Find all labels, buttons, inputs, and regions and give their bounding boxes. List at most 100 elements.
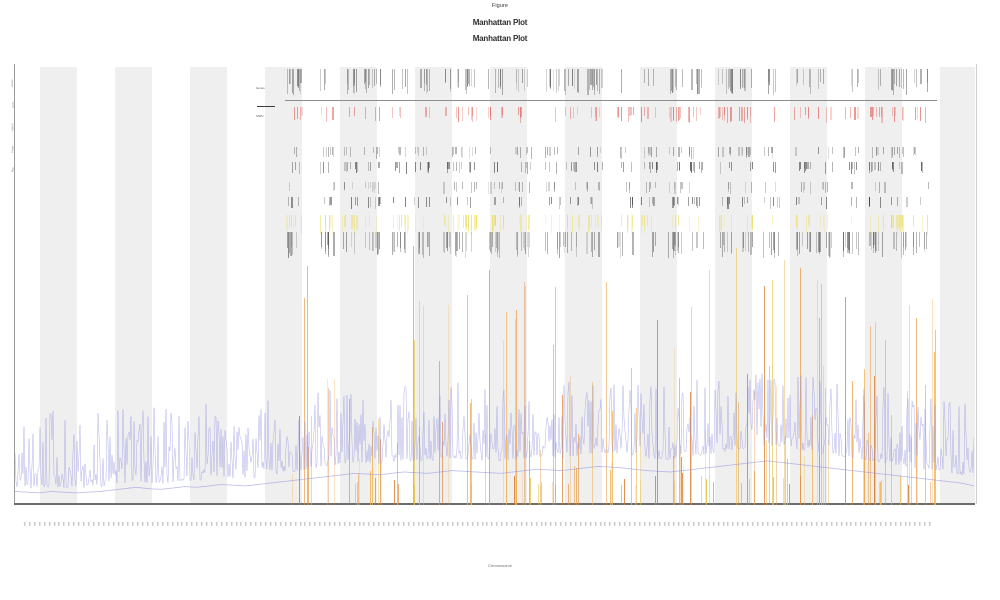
plot-bottom-axis: [14, 503, 975, 505]
annotation-tick: [768, 69, 770, 94]
significance-needle: [737, 402, 739, 505]
significance-needle: [505, 437, 507, 505]
x-tick-label: pos: [908, 522, 912, 526]
annotation-tick: [464, 69, 466, 90]
annotation-tick: [471, 215, 473, 231]
annotation-tick: [405, 197, 407, 207]
x-tick-label: pos: [332, 522, 336, 526]
annotation-tick: [882, 147, 885, 154]
annotation-tick: [353, 232, 355, 255]
annotation-tick: [590, 147, 592, 156]
figure-title: Figure Manhattan Plot Manhattan Plot: [0, 3, 1000, 44]
annotation-tick: [488, 69, 490, 89]
annotation-tick: [881, 232, 883, 257]
annotation-tick: [371, 69, 373, 89]
annotation-tick: [626, 215, 628, 233]
significance-needle: [635, 485, 636, 505]
x-tick-label: pos: [903, 522, 907, 526]
annotation-tick: [741, 69, 743, 88]
annotation-tick: [574, 182, 576, 190]
significance-needle: [679, 378, 680, 505]
annotation-tick: [420, 69, 422, 89]
annotation-tick: [467, 69, 468, 87]
annotation-tick: [425, 107, 427, 118]
annotation-tick: [880, 162, 882, 171]
annotation-tick: [847, 232, 849, 254]
annotation-tick: [365, 232, 367, 248]
annotation-tick: [367, 69, 369, 88]
annotation-tick: [446, 232, 448, 251]
annotation-tick: [470, 69, 472, 86]
annotation-tick: [596, 69, 599, 91]
significance-needle: [765, 440, 767, 505]
significance-needle: [414, 485, 415, 505]
annotation-tick: [353, 69, 356, 94]
annotation-tick: [526, 69, 528, 88]
annotation-tick: [856, 162, 858, 171]
x-tick-label: pos: [696, 522, 700, 526]
x-tick-label: pos: [780, 522, 784, 526]
annotation-tick: [621, 147, 623, 159]
annotation-tick: [902, 215, 904, 233]
annotation-tick: [628, 107, 629, 123]
x-tick-label: pos: [849, 522, 853, 526]
annotation-tick: [552, 69, 554, 91]
annotation-tick: [591, 197, 592, 204]
annotation-tick: [851, 232, 853, 255]
x-tick-label: pos: [47, 522, 51, 526]
significance-needle: [878, 482, 880, 505]
x-tick-label: pos: [726, 522, 730, 526]
annotation-tick: [643, 147, 645, 159]
annotation-tick: [288, 215, 290, 226]
annotation-tick: [770, 232, 772, 256]
track-label-gutter: Genes SNPs: [256, 86, 284, 126]
annotation-tick: [447, 232, 449, 249]
x-tick-label: pos: [490, 522, 494, 526]
annotation-tick: [690, 147, 693, 159]
x-tick-label: pos: [465, 522, 469, 526]
annotation-tick: [465, 232, 467, 251]
annotation-tick: [897, 215, 900, 228]
annotation-tick: [742, 232, 744, 252]
annotation-tick: [494, 215, 496, 226]
annotation-tick: [750, 182, 752, 193]
annotation-tick: [691, 197, 693, 204]
annotation-tick: [728, 182, 730, 192]
annotation-tick: [895, 232, 897, 251]
annotation-tick: [462, 147, 464, 158]
annotation-tick: [528, 215, 530, 231]
significance-needle: [328, 388, 329, 505]
annotation-tick: [589, 197, 591, 204]
annotation-tick: [378, 197, 380, 206]
annotation-tick: [892, 215, 894, 227]
annotation-tick: [498, 232, 500, 250]
annotation-tick: [891, 162, 894, 169]
x-tick-label: pos: [765, 522, 769, 526]
annotation-tick: [425, 69, 427, 85]
annotation-tick: [691, 69, 693, 90]
annotation-tick: [768, 69, 770, 85]
annotation-tick: [456, 232, 457, 258]
annotation-tick: [695, 69, 697, 84]
annotation-tick: [403, 215, 405, 226]
significance-needle: [746, 374, 748, 505]
annotation-tick: [798, 197, 800, 204]
x-tick-label: pos: [549, 522, 553, 526]
x-tick-label: pos: [268, 522, 272, 526]
annotation-tick: [896, 69, 898, 86]
annotation-tick: [805, 107, 806, 116]
annotation-tick: [851, 197, 853, 206]
annotation-tick: [894, 147, 896, 156]
x-tick-label: pos: [62, 522, 66, 526]
annotation-tick: [743, 197, 745, 205]
x-tick-label: pos: [264, 522, 267, 526]
annotation-tick: [870, 232, 872, 250]
annotation-tick: [526, 215, 527, 229]
annotation-tick: [525, 162, 527, 169]
annotation-tick: [765, 182, 767, 193]
annotation-tick: [292, 162, 294, 173]
annotation-tick: [921, 215, 923, 232]
annotation-tick: [650, 215, 652, 233]
annotation-tick: [824, 182, 827, 194]
annotation-tick: [629, 107, 631, 116]
